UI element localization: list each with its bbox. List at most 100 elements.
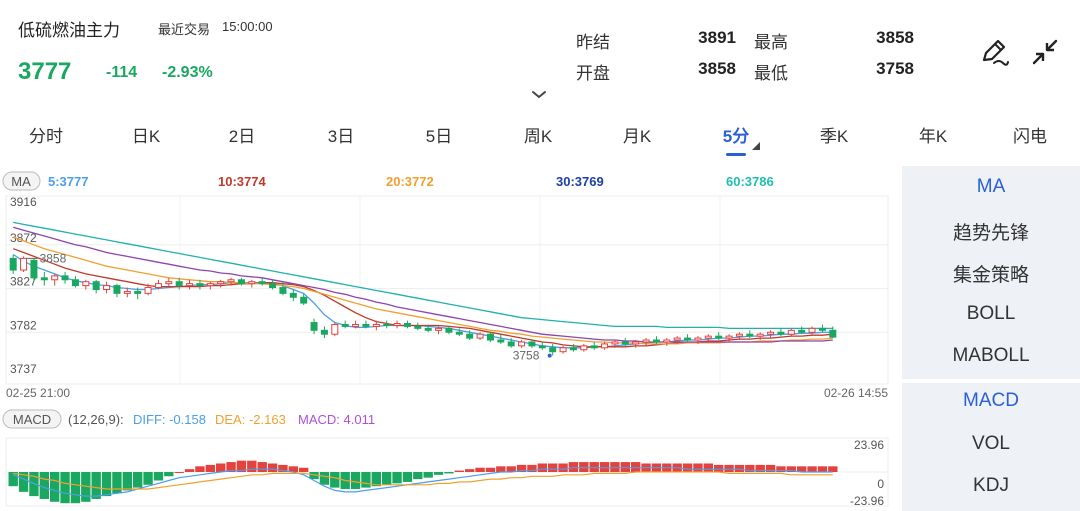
candle-down	[71, 279, 79, 287]
macd-bar-down	[402, 472, 413, 482]
y-tick-label: 3737	[10, 362, 37, 376]
tab-2[interactable]: 2日	[228, 127, 256, 146]
candle-up	[767, 331, 775, 335]
macd-bar-down	[112, 472, 122, 494]
tab-8[interactable]: 季K	[819, 127, 849, 146]
macd-y-top: 23.96	[854, 438, 884, 452]
macd-bar-up	[496, 466, 506, 472]
macd-bar-down	[392, 472, 402, 484]
candle-up	[82, 281, 90, 287]
tab-5[interactable]: 周K	[523, 127, 553, 146]
indicator-menu-item-2[interactable]: 集金策略	[952, 265, 1029, 286]
tab-9[interactable]: 年K	[918, 127, 948, 146]
tab-10[interactable]: 闪电	[1013, 127, 1047, 146]
indicator-menu-item-3[interactable]: BOLL	[966, 303, 1016, 324]
tab-4[interactable]: 5日	[425, 127, 453, 146]
candle-down	[237, 279, 245, 285]
candle-up	[144, 287, 152, 294]
y-tick-label: 3782	[10, 318, 37, 332]
tab-1[interactable]: 日K	[131, 127, 161, 146]
macd-pill-label: MACD	[13, 412, 51, 427]
candle-up	[372, 323, 380, 327]
candle-down	[92, 281, 100, 290]
candle-down	[40, 277, 48, 281]
last-price: 3777	[18, 58, 72, 85]
candle-down	[289, 292, 297, 298]
prev-settle-value: 3891	[698, 28, 736, 47]
tab-6[interactable]: 月K	[622, 127, 652, 146]
candle-up	[787, 329, 795, 335]
candle-down	[455, 331, 463, 335]
candle-up	[673, 337, 681, 341]
macd-params: (12,26,9):	[68, 412, 124, 427]
macd-dea-label: DEA: -2.163	[215, 412, 286, 427]
macd-bar-up	[485, 467, 496, 472]
tab-dropdown-icon[interactable]	[752, 142, 760, 150]
tab-3[interactable]: 3日	[327, 127, 355, 146]
ma-pill	[2, 171, 41, 191]
macd-bar-down	[143, 472, 153, 485]
candle-down	[9, 257, 17, 271]
candle-down	[175, 281, 183, 287]
candle-up	[20, 257, 28, 271]
candle-up	[227, 279, 235, 283]
macd-bar-up	[216, 463, 226, 472]
candle-down	[424, 327, 432, 331]
indicator-menu-item-4[interactable]: MABOLL	[952, 345, 1030, 366]
candle-down	[445, 327, 453, 333]
candle-down	[684, 337, 692, 341]
candle-down	[486, 333, 494, 341]
candle-down	[300, 296, 308, 304]
macd-bar-down	[330, 472, 340, 488]
macd-bar-up	[631, 462, 641, 472]
candle-down	[777, 331, 785, 335]
macd-bar-up	[299, 467, 309, 472]
candle-up	[352, 323, 360, 327]
indicator-menu-item-0[interactable]: MA	[976, 176, 1006, 197]
ma-legend-3: 30:3769	[556, 174, 604, 189]
tab-0[interactable]: 分时	[29, 127, 63, 146]
macd-bar-up	[558, 463, 568, 472]
candle-down	[590, 345, 598, 349]
macd-bar-up	[620, 462, 630, 472]
macd-bar-down	[433, 472, 444, 475]
candle-down	[621, 341, 629, 345]
macd-bar-down	[423, 472, 433, 478]
tab-7[interactable]: 5分	[722, 127, 750, 146]
candle-down	[414, 325, 422, 329]
macd-bar-up	[548, 463, 558, 472]
candle-up	[206, 283, 214, 287]
ma20-line	[12, 236, 833, 345]
collapse-icon[interactable]	[1030, 37, 1060, 67]
macd-diff-line	[12, 467, 833, 497]
candle-down	[538, 345, 546, 349]
candle-down	[196, 283, 204, 287]
indicator-menu-item-6[interactable]: VOL	[971, 433, 1011, 454]
candle-down	[269, 283, 277, 289]
candle-down	[652, 339, 660, 343]
macd-bar-up	[682, 463, 693, 472]
candle-down	[403, 323, 411, 327]
indicator-menu-item-7[interactable]: KDJ	[973, 475, 1009, 496]
chevron-down-icon[interactable]	[531, 90, 547, 100]
kline-chart[interactable]: 3916 3872 3827 3782 3737 3858 3758 02-25 21:00 0…	[0, 166, 900, 511]
last-trade-time: 15:00:00	[222, 19, 273, 34]
indicator-menu-item-1[interactable]: 趋势先锋	[952, 223, 1029, 244]
y-tick-label: 3916	[10, 195, 37, 209]
macd-bar-up	[589, 462, 599, 472]
macd-y-zero: 0	[877, 477, 884, 491]
draw-pen-icon[interactable]	[978, 36, 1010, 68]
candle-down	[497, 339, 505, 343]
macd-bar-down	[361, 472, 371, 488]
candle-down	[279, 287, 287, 294]
macd-bar-down	[350, 472, 361, 490]
indicator-menu-item-5[interactable]: MACD	[963, 390, 1019, 411]
macd-bar-down	[133, 472, 143, 488]
candle-up	[217, 281, 225, 285]
candle-up	[756, 333, 764, 337]
macd-bar-up	[817, 466, 828, 472]
macd-bar-down	[319, 472, 330, 485]
candle-down	[134, 290, 142, 294]
candle-down	[569, 347, 577, 351]
candle-up	[642, 339, 650, 343]
